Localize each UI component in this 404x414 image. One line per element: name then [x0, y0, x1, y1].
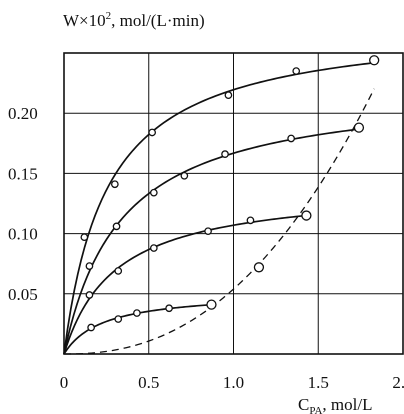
data-point	[112, 222, 121, 231]
data-point	[87, 323, 95, 332]
data-point	[149, 188, 158, 197]
data-point	[114, 267, 123, 275]
data-point	[206, 299, 217, 310]
data-point	[133, 309, 141, 317]
x-tick-label: 1.0	[223, 373, 244, 392]
x-axis-label: CPA, mol/L	[298, 395, 372, 414]
data-point	[369, 55, 380, 66]
x-tick-label: 1.5	[308, 373, 329, 392]
curves	[63, 61, 375, 355]
data-point	[149, 244, 158, 252]
y-tick-label: 0.15	[8, 164, 38, 183]
series-line	[63, 128, 360, 355]
y-tick-label: 0.10	[8, 225, 38, 244]
data-point	[85, 262, 94, 270]
data-point	[301, 210, 312, 221]
data-point	[292, 67, 301, 75]
data-points	[80, 55, 380, 332]
x-tick-label: 2.0	[392, 373, 404, 392]
data-point	[253, 262, 265, 273]
data-point	[246, 216, 255, 225]
data-point	[224, 91, 233, 99]
dashed-line	[63, 88, 375, 355]
data-point	[85, 291, 94, 299]
dashed-envelope	[63, 88, 375, 355]
y-axis-label: W×102, mol/(L·min)	[63, 10, 205, 30]
data-point	[221, 150, 229, 158]
data-point	[353, 122, 365, 133]
data-point	[148, 128, 156, 137]
y-tick-label: 0.20	[8, 104, 38, 123]
data-point	[80, 233, 89, 242]
plot-frame	[63, 52, 404, 355]
data-point	[180, 171, 189, 180]
x-tick-label: 0	[60, 373, 69, 392]
data-point	[114, 315, 123, 323]
data-point	[287, 134, 295, 143]
data-point	[165, 304, 173, 313]
x-tick-label: 0.5	[138, 373, 159, 392]
grid	[64, 53, 403, 354]
data-point	[204, 227, 212, 236]
series-line	[63, 61, 375, 355]
y-tick-label: 0.05	[8, 285, 38, 304]
data-point	[111, 180, 119, 189]
series-line	[63, 214, 307, 355]
tick-labels: 0 0.5 1.0 1.5 2.0 0.05 0.10 0.15 0.20	[8, 104, 404, 392]
